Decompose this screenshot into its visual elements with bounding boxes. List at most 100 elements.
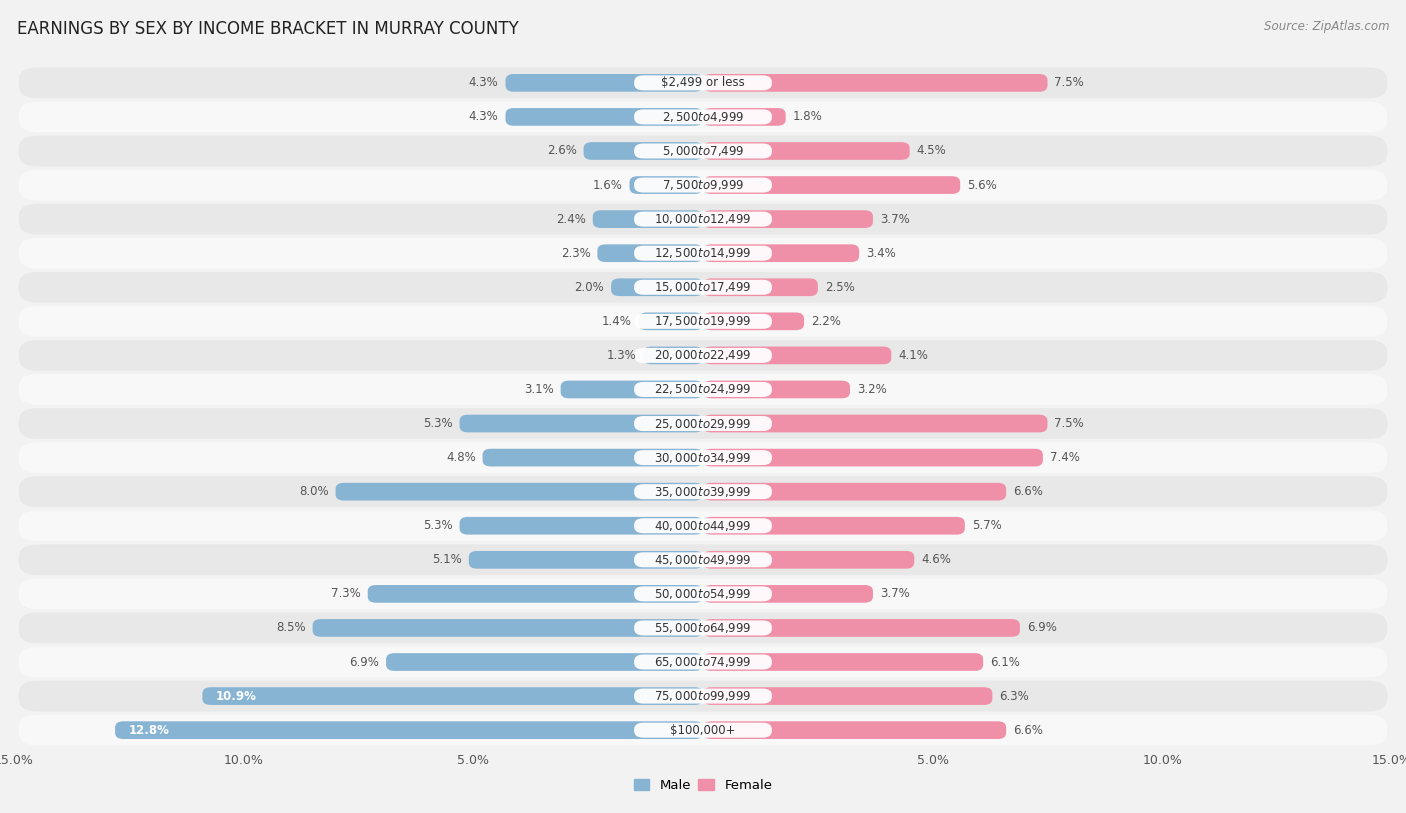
Text: 6.9%: 6.9%: [1026, 621, 1057, 634]
FancyBboxPatch shape: [634, 723, 772, 737]
FancyBboxPatch shape: [703, 278, 818, 296]
FancyBboxPatch shape: [703, 211, 873, 228]
FancyBboxPatch shape: [18, 511, 1388, 541]
FancyBboxPatch shape: [18, 306, 1388, 337]
FancyBboxPatch shape: [703, 721, 1007, 739]
FancyBboxPatch shape: [612, 278, 703, 296]
Text: $5,000 to $7,499: $5,000 to $7,499: [662, 144, 744, 158]
FancyBboxPatch shape: [368, 585, 703, 602]
FancyBboxPatch shape: [18, 374, 1388, 405]
FancyBboxPatch shape: [202, 687, 703, 705]
Text: 7.3%: 7.3%: [330, 587, 361, 600]
Text: 4.3%: 4.3%: [468, 76, 499, 89]
FancyBboxPatch shape: [18, 340, 1388, 371]
Text: 3.7%: 3.7%: [880, 213, 910, 226]
FancyBboxPatch shape: [703, 176, 960, 194]
FancyBboxPatch shape: [18, 136, 1388, 167]
FancyBboxPatch shape: [634, 314, 772, 328]
FancyBboxPatch shape: [115, 721, 703, 739]
FancyBboxPatch shape: [312, 619, 703, 637]
FancyBboxPatch shape: [18, 715, 1388, 746]
FancyBboxPatch shape: [598, 245, 703, 262]
FancyBboxPatch shape: [468, 551, 703, 568]
Text: 6.3%: 6.3%: [1000, 689, 1029, 702]
FancyBboxPatch shape: [387, 653, 703, 671]
FancyBboxPatch shape: [18, 408, 1388, 439]
Text: 6.6%: 6.6%: [1012, 485, 1043, 498]
Text: 2.6%: 2.6%: [547, 145, 576, 158]
Text: $2,500 to $4,999: $2,500 to $4,999: [662, 110, 744, 124]
FancyBboxPatch shape: [634, 416, 772, 431]
FancyBboxPatch shape: [18, 646, 1388, 677]
Text: 1.4%: 1.4%: [602, 315, 631, 328]
FancyBboxPatch shape: [18, 442, 1388, 473]
Text: Source: ZipAtlas.com: Source: ZipAtlas.com: [1264, 20, 1389, 33]
FancyBboxPatch shape: [703, 551, 914, 568]
FancyBboxPatch shape: [634, 76, 772, 90]
Text: 7.5%: 7.5%: [1054, 76, 1084, 89]
Text: $65,000 to $74,999: $65,000 to $74,999: [654, 655, 752, 669]
FancyBboxPatch shape: [703, 108, 786, 126]
FancyBboxPatch shape: [638, 312, 703, 330]
FancyBboxPatch shape: [703, 449, 1043, 467]
Text: 2.0%: 2.0%: [575, 280, 605, 293]
FancyBboxPatch shape: [634, 620, 772, 636]
FancyBboxPatch shape: [18, 579, 1388, 609]
Text: 5.6%: 5.6%: [967, 179, 997, 192]
FancyBboxPatch shape: [634, 552, 772, 567]
Text: 4.8%: 4.8%: [446, 451, 475, 464]
Text: $45,000 to $49,999: $45,000 to $49,999: [654, 553, 752, 567]
Text: $100,000+: $100,000+: [671, 724, 735, 737]
Text: 15.0%: 15.0%: [1372, 754, 1406, 767]
FancyBboxPatch shape: [634, 654, 772, 670]
Text: 4.1%: 4.1%: [898, 349, 928, 362]
Text: 4.6%: 4.6%: [921, 554, 950, 567]
FancyBboxPatch shape: [703, 619, 1019, 637]
FancyBboxPatch shape: [634, 246, 772, 261]
FancyBboxPatch shape: [593, 211, 703, 228]
Text: $15,000 to $17,499: $15,000 to $17,499: [654, 280, 752, 294]
FancyBboxPatch shape: [634, 689, 772, 703]
Text: $20,000 to $22,499: $20,000 to $22,499: [654, 349, 752, 363]
FancyBboxPatch shape: [634, 211, 772, 227]
Text: 10.0%: 10.0%: [1142, 754, 1182, 767]
FancyBboxPatch shape: [561, 380, 703, 398]
Text: $2,499 or less: $2,499 or less: [661, 76, 745, 89]
Text: 4.5%: 4.5%: [917, 145, 946, 158]
FancyBboxPatch shape: [703, 517, 965, 535]
Text: $55,000 to $64,999: $55,000 to $64,999: [654, 621, 752, 635]
Text: 5.0%: 5.0%: [917, 754, 949, 767]
FancyBboxPatch shape: [703, 346, 891, 364]
Text: 1.8%: 1.8%: [793, 111, 823, 124]
FancyBboxPatch shape: [703, 483, 1007, 501]
Text: 3.4%: 3.4%: [866, 246, 896, 259]
Text: 5.1%: 5.1%: [432, 554, 461, 567]
FancyBboxPatch shape: [703, 687, 993, 705]
FancyBboxPatch shape: [703, 585, 873, 602]
FancyBboxPatch shape: [634, 518, 772, 533]
FancyBboxPatch shape: [18, 476, 1388, 507]
Text: $7,500 to $9,999: $7,500 to $9,999: [662, 178, 744, 192]
FancyBboxPatch shape: [336, 483, 703, 501]
FancyBboxPatch shape: [18, 272, 1388, 302]
Text: $35,000 to $39,999: $35,000 to $39,999: [654, 485, 752, 498]
FancyBboxPatch shape: [634, 586, 772, 602]
Text: 8.0%: 8.0%: [299, 485, 329, 498]
FancyBboxPatch shape: [634, 382, 772, 397]
FancyBboxPatch shape: [634, 143, 772, 159]
FancyBboxPatch shape: [18, 545, 1388, 575]
FancyBboxPatch shape: [18, 204, 1388, 234]
FancyBboxPatch shape: [703, 312, 804, 330]
FancyBboxPatch shape: [18, 238, 1388, 268]
Text: 1.3%: 1.3%: [606, 349, 637, 362]
FancyBboxPatch shape: [634, 110, 772, 124]
FancyBboxPatch shape: [634, 348, 772, 363]
FancyBboxPatch shape: [634, 485, 772, 499]
Text: 6.9%: 6.9%: [349, 655, 380, 668]
FancyBboxPatch shape: [506, 74, 703, 92]
Text: 10.0%: 10.0%: [224, 754, 264, 767]
Text: 5.3%: 5.3%: [423, 520, 453, 533]
Text: 6.1%: 6.1%: [990, 655, 1019, 668]
FancyBboxPatch shape: [18, 680, 1388, 711]
FancyBboxPatch shape: [482, 449, 703, 467]
